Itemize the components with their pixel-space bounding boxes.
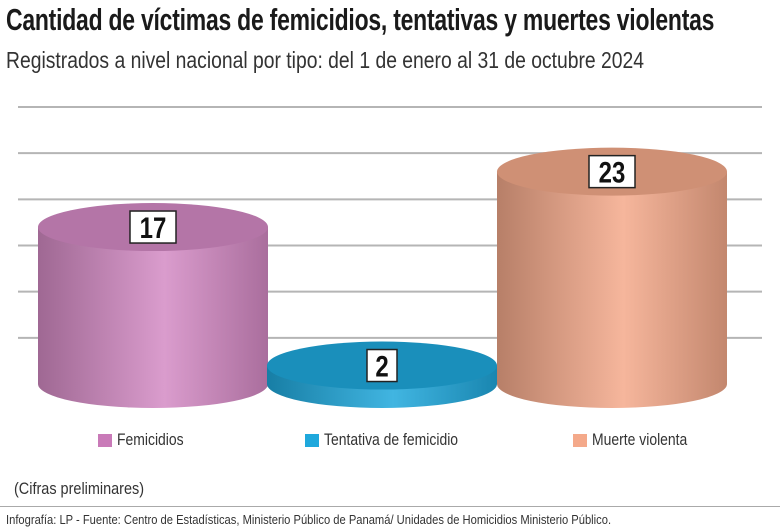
chart-title: Cantidad de víctimas de femicidios, tent…: [6, 2, 715, 37]
data-label: 2: [375, 349, 388, 383]
source-footer: Infografía: LP - Fuente: Centro de Estad…: [6, 512, 612, 527]
bar-body: [497, 171, 727, 408]
bar-tentativa-de-femicidio: 2: [267, 341, 497, 408]
legend-label: Femicidios: [117, 430, 184, 449]
data-label: 23: [599, 155, 626, 189]
legend-swatch: [98, 433, 112, 447]
chart-plot: 17 2 23: [18, 106, 762, 408]
legend-item-tentativa: Tentativa de femicidio: [305, 430, 487, 450]
data-label-box: [129, 210, 177, 244]
divider: [0, 506, 780, 507]
data-label-box: [366, 348, 398, 383]
legend-label: Tentativa de femicidio: [324, 430, 459, 449]
preliminary-note: (Cifras preliminares): [14, 479, 145, 498]
bar-femicidios: 17: [38, 203, 268, 408]
data-label: 17: [140, 210, 167, 244]
bar-muerte-violenta: 23: [497, 147, 727, 408]
legend-item-femicidios: Femicidios: [98, 430, 198, 450]
legend-label: Muerte violenta: [592, 430, 688, 449]
data-label-box: [588, 154, 636, 189]
legend-swatch: [305, 433, 319, 447]
chart-subtitle: Registrados a nivel nacional por tipo: d…: [6, 47, 645, 73]
legend-item-muerte: Muerte violenta: [573, 430, 708, 450]
bar-body: [38, 227, 268, 408]
legend-swatch: [573, 433, 587, 447]
